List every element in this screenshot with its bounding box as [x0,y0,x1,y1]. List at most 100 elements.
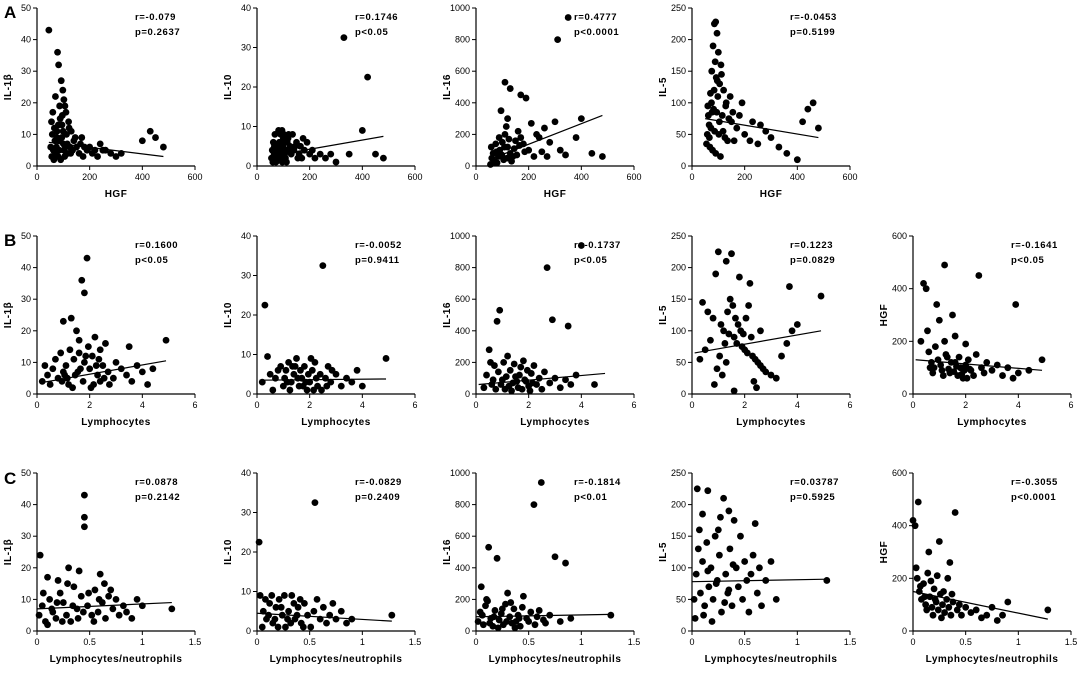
x-tick-label: 0 [34,172,39,182]
data-point [307,623,315,631]
data-point [717,153,724,160]
data-point [504,589,511,597]
y-tick-label: 0 [681,161,686,171]
data-point [1038,356,1046,364]
data-point [712,270,720,278]
y-tick-label: 400 [455,326,470,336]
x-axis-title: HGF [105,189,128,200]
x-tick-label: 0 [689,400,694,410]
data-point [500,359,508,366]
data-point [65,118,72,126]
y-tick-label: 50 [21,3,31,13]
x-tick-label: 0 [910,400,915,410]
data-point [963,374,971,382]
y-tick-label: 50 [21,231,31,241]
data-point [521,148,529,156]
p-value: p=0.2142 [135,492,180,503]
data-point [717,61,725,69]
data-point [274,366,282,374]
data-point [86,365,94,373]
data-point [485,543,493,551]
data-point [940,588,947,595]
data-point [84,602,91,610]
x-tick-label: 400 [135,172,150,182]
data-point [77,592,85,600]
data-point [364,73,371,81]
data-point [916,582,924,590]
data-point [697,589,704,597]
correlation-r: r=0.4777 [574,12,617,23]
data-point [291,142,299,150]
x-tick-label: 4 [360,400,365,410]
data-point [95,355,103,363]
data-point [793,156,801,164]
data-point [496,306,504,314]
data-point [922,601,930,609]
data-point [106,381,113,388]
data-point [912,564,920,572]
data-point [348,378,356,386]
data-point [726,93,734,100]
data-point [289,131,296,138]
data-point [115,611,123,619]
data-point [516,622,524,630]
data-point [720,86,727,94]
data-point [44,621,51,629]
data-point [541,124,548,132]
data-point [701,602,709,610]
panel-row-label: B [4,231,16,250]
data-point [719,127,727,135]
data-point [518,385,526,393]
data-point [725,586,733,594]
data-point [809,99,817,107]
y-tick-label: 50 [676,357,686,367]
data-point [504,115,511,122]
data-point [290,599,298,607]
data-point [59,127,67,135]
x-tick-label: 600 [842,172,857,182]
regression-line [694,330,822,354]
data-point [48,118,55,126]
regression-line [270,135,384,157]
data-point [287,619,295,627]
data-point [988,366,996,374]
data-point [74,614,82,622]
data-point [82,352,90,360]
data-point [753,589,761,597]
data-point [274,623,282,631]
data-point [69,384,76,392]
data-point [494,624,502,632]
data-point [730,517,738,524]
y-axis-title: IL-10 [223,302,234,328]
data-point [69,602,77,610]
data-point [46,381,54,388]
data-point [786,283,793,290]
data-point [947,611,955,619]
data-point [58,112,66,119]
data-point [112,596,120,603]
data-point [484,597,491,605]
y-tick-label: 400 [455,563,470,573]
data-point [708,67,716,75]
data-point [54,121,62,129]
data-point [296,596,304,603]
data-point [962,603,970,611]
data-point [340,34,348,42]
y-tick-label: 30 [241,43,251,53]
data-point [1044,606,1052,614]
data-point [262,596,269,603]
data-point [928,603,936,611]
data-point [562,151,569,159]
data-point [85,589,93,597]
data-point [931,596,939,603]
data-point [924,327,931,335]
data-point [35,611,43,619]
data-point [521,376,529,384]
data-point [739,330,747,338]
y-tick-label: 40 [241,3,251,13]
data-point [741,131,749,138]
scatter-panel: 0 200 400 600 0 2 4 6 HGF Lymphocytes r=-0.1641 p<0… [879,231,1074,428]
data-point [304,370,312,378]
data-point [746,280,754,287]
scatter-panel: 0 10 20 30 40 0 0.5 1 1.5 IL-10 Lymphocytes/neutro… [223,468,421,665]
